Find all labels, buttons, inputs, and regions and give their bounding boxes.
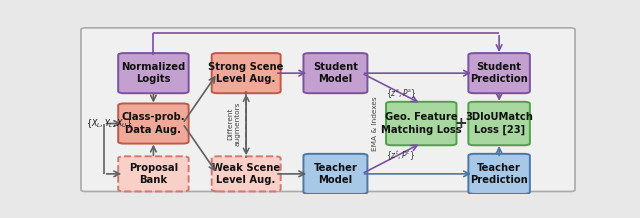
Text: EMA & Indexes: EMA & Indexes	[372, 96, 378, 151]
FancyBboxPatch shape	[118, 156, 189, 191]
FancyBboxPatch shape	[212, 156, 280, 191]
Text: Student
Prediction: Student Prediction	[470, 62, 528, 84]
Text: Teacher
Prediction: Teacher Prediction	[470, 163, 528, 185]
FancyBboxPatch shape	[118, 53, 189, 93]
Text: 3DIoUMatch
Loss [23]: 3DIoUMatch Loss [23]	[465, 112, 533, 135]
FancyBboxPatch shape	[468, 154, 530, 194]
Text: Proposal
Bank: Proposal Bank	[129, 163, 178, 185]
FancyBboxPatch shape	[118, 104, 189, 144]
Text: Strong Scene
Level Aug.: Strong Scene Level Aug.	[209, 62, 284, 84]
Text: Teacher
Model: Teacher Model	[314, 163, 357, 185]
FancyBboxPatch shape	[468, 53, 530, 93]
Text: Geo. Feature
Matching Loss: Geo. Feature Matching Loss	[381, 112, 461, 135]
FancyBboxPatch shape	[81, 28, 575, 191]
Text: Student
Model: Student Model	[313, 62, 358, 84]
FancyBboxPatch shape	[386, 102, 456, 145]
FancyBboxPatch shape	[212, 53, 280, 93]
FancyBboxPatch shape	[303, 53, 367, 93]
Text: $\{z^s, P^s\}$: $\{z^s, P^s\}$	[386, 87, 416, 100]
Text: $\{X_L, Y_L, X_U\}$: $\{X_L, Y_L, X_U\}$	[86, 117, 132, 130]
Text: $\{z^t, P^t\}$: $\{z^t, P^t\}$	[387, 149, 415, 163]
Text: Class-prob.
Data Aug.: Class-prob. Data Aug.	[122, 112, 185, 135]
Text: Weak Scene
Level Aug.: Weak Scene Level Aug.	[212, 163, 280, 185]
Text: +: +	[454, 116, 467, 131]
Text: Normalized
Logits: Normalized Logits	[122, 62, 186, 84]
FancyBboxPatch shape	[303, 154, 367, 194]
FancyBboxPatch shape	[468, 102, 530, 145]
Text: Different
augmentors: Different augmentors	[227, 101, 240, 146]
